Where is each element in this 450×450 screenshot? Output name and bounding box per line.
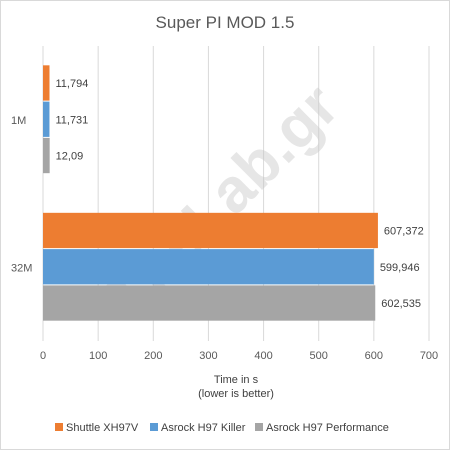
x-axis-title-line-2: (lower is better) xyxy=(198,388,274,400)
data-label-32M-series-0: 607,372 xyxy=(384,225,424,237)
bar-1M-series-2 xyxy=(43,137,50,174)
legend: Shuttle XH97V Asrock H97 Killer Asrock H97… xyxy=(55,422,389,434)
bars xyxy=(43,65,378,321)
x-tick-label: 500 xyxy=(310,350,328,362)
x-tick-label: 600 xyxy=(365,350,383,362)
gridlines xyxy=(42,46,430,341)
x-tick-label: 0 xyxy=(40,350,46,362)
bar-32M-series-0 xyxy=(43,212,378,249)
bar-32M-series-2 xyxy=(43,285,376,321)
data-label-1M-series-2: 12,09 xyxy=(56,151,84,163)
category-label-1M: 1M xyxy=(11,115,26,127)
legend-swatch-series-0 xyxy=(55,423,63,431)
data-label-1M-series-0: 11,794 xyxy=(56,78,89,90)
x-tick-label: 400 xyxy=(254,350,272,362)
category-label-32M: 32M xyxy=(11,262,32,274)
legend-label-series-1: Asrock H97 Killer xyxy=(161,422,246,434)
x-tick-label: 700 xyxy=(420,350,438,362)
x-tick-label: 100 xyxy=(89,350,107,362)
legend-label-series-2: Asrock H97 Performance xyxy=(266,422,389,434)
bar-1M-series-1 xyxy=(43,101,50,137)
bar-1M-series-0 xyxy=(43,65,50,101)
x-tick-label: 200 xyxy=(144,350,162,362)
x-axis-title-line-1: Time in s xyxy=(214,374,259,386)
legend-label-series-0: Shuttle XH97V xyxy=(66,422,139,434)
legend-swatch-series-1 xyxy=(150,423,158,431)
data-label-1M-series-1: 11,731 xyxy=(55,114,88,126)
bar-32M-series-1 xyxy=(43,249,374,285)
data-labels: 11,794 11,731 12,09 607,372 599,946 602,535 xyxy=(55,78,423,310)
data-label-32M-series-1: 599,946 xyxy=(380,262,420,274)
x-tick-label: 300 xyxy=(199,350,217,362)
chart-title: Super PI MOD 1.5 xyxy=(156,13,295,32)
data-label-32M-series-2: 602,535 xyxy=(381,298,421,310)
legend-swatch-series-2 xyxy=(255,423,263,431)
x-axis-ticks: 0 100 200 300 400 500 600 700 xyxy=(40,350,438,362)
y-axis-categories: 1M 32M xyxy=(11,115,32,275)
